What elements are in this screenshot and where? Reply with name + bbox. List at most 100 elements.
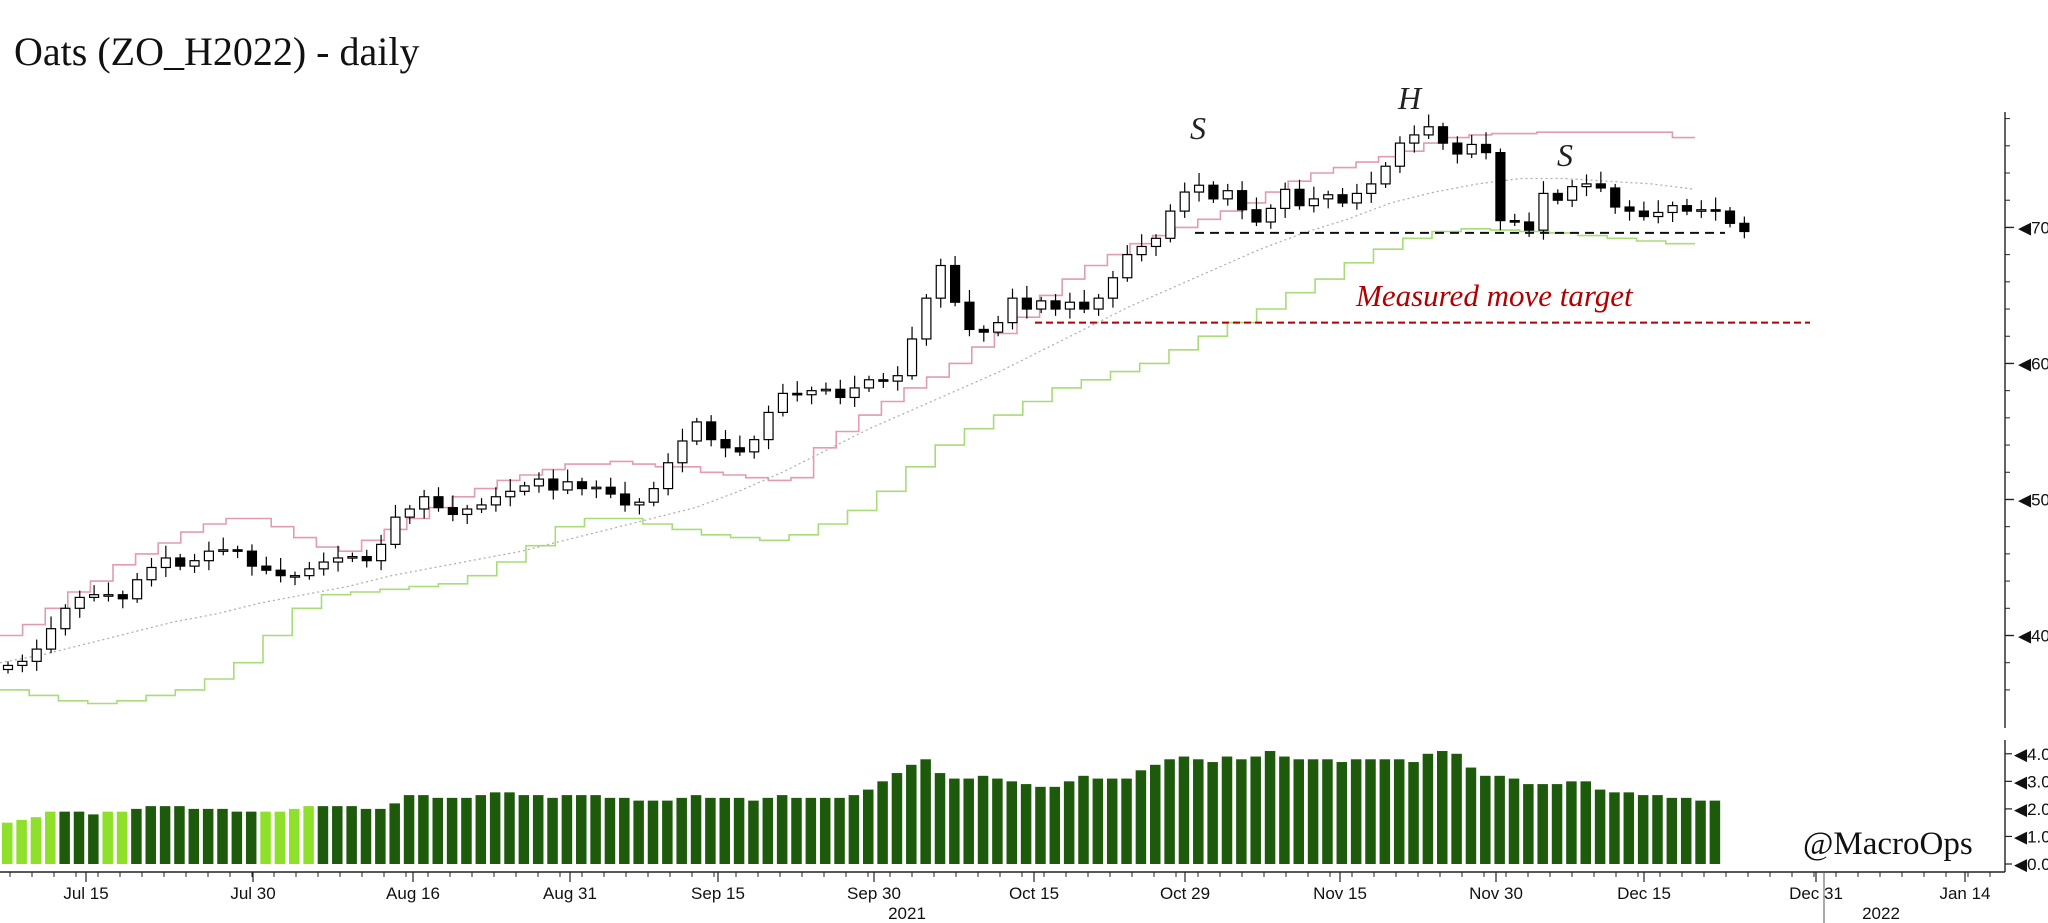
volume-bar [461, 797, 472, 864]
candle-body-down [175, 557, 186, 567]
volume-bar [1408, 762, 1419, 864]
volume-bar [1508, 778, 1520, 864]
candle-body-up [634, 501, 645, 506]
candle-body-up [1107, 277, 1119, 299]
volume-bar [1465, 767, 1477, 864]
candle-body-up [863, 379, 875, 389]
time-tick-label: Jul 30 [230, 884, 275, 903]
candle-body-up [103, 594, 114, 597]
candle-body-down [1480, 143, 1492, 154]
candle-body-up [935, 264, 946, 299]
volume-bar [1049, 786, 1061, 864]
year-label-2021: 2021 [888, 904, 926, 923]
volume-bar [303, 806, 314, 864]
candle-body-up [1036, 300, 1047, 310]
candle [562, 469, 573, 495]
candle-body-up [146, 566, 157, 581]
volume-bar [317, 806, 329, 864]
volume-bar [1350, 759, 1362, 864]
candle [1739, 216, 1750, 239]
candle-body-down [1595, 183, 1606, 189]
candle-body-down [1509, 220, 1520, 223]
volume-bar [346, 806, 357, 864]
candle [146, 557, 157, 587]
candle-body-up [1423, 126, 1434, 136]
candle [1079, 289, 1090, 314]
candle [103, 582, 114, 602]
candle-body-down [605, 486, 616, 495]
candle-body-down [1437, 126, 1449, 144]
chart-title: Oats (ZO_H2022) - daily [14, 29, 420, 74]
volume-bar [1178, 756, 1190, 864]
candle-body-down [1710, 209, 1721, 212]
candle-body-up [1308, 198, 1319, 207]
volume-bar [776, 795, 788, 864]
candle-body-up [820, 388, 832, 392]
candle-body-down [1294, 188, 1305, 207]
candle-body-up [218, 549, 229, 552]
candle [1036, 296, 1047, 314]
candle-body-up [562, 481, 573, 491]
volume-tick-label: ◀0.00 [2014, 855, 2048, 874]
candle-body-up [1667, 205, 1678, 214]
candle [1480, 132, 1492, 160]
candle [949, 255, 961, 307]
candle-body-down [1681, 205, 1693, 212]
volume-bar [1666, 797, 1678, 864]
volume-bar [1035, 786, 1046, 864]
candle-body-up [1007, 297, 1018, 324]
time-tick-label: Jan 14 [1939, 884, 1990, 903]
candle-body-up [1696, 209, 1707, 212]
volume-bar [1164, 759, 1175, 864]
volume-bar [834, 797, 845, 864]
volume-bar [690, 795, 702, 864]
candle-body-up [404, 508, 415, 518]
volume-bar [748, 800, 759, 864]
candle [1236, 181, 1248, 220]
volume-bar [360, 808, 372, 864]
volume-bar [1322, 759, 1333, 864]
time-tick-label: Nov 15 [1313, 884, 1367, 903]
volume-bar [676, 797, 687, 864]
volume-bar [1422, 753, 1434, 864]
lower-band-line [0, 228, 1695, 705]
candle-body-down [1610, 187, 1621, 208]
candle-body-up [1122, 254, 1133, 279]
bands-layer [0, 131, 1696, 705]
candle [1308, 186, 1319, 213]
candle-body-up [1409, 134, 1420, 144]
candle [792, 381, 803, 402]
candle [1495, 148, 1506, 231]
candle-body-down [949, 264, 961, 303]
volume-bar [1494, 775, 1505, 864]
candle-body-up [533, 478, 545, 487]
candle [993, 315, 1004, 337]
candle [1021, 285, 1032, 319]
volume-tick-label: ◀4.00 [2014, 745, 2048, 764]
candle-body-up [993, 322, 1004, 333]
candle-body-down [1624, 206, 1635, 212]
candle [1509, 213, 1520, 227]
candle [203, 541, 214, 571]
candle [1351, 183, 1363, 210]
candle-body-down [1021, 297, 1032, 310]
candle-body-up [289, 575, 301, 578]
volume-bar [1523, 784, 1534, 864]
candle-body-down [792, 392, 803, 396]
candle [160, 545, 171, 578]
volume-bar [1336, 762, 1348, 864]
candle-body-down [232, 549, 243, 552]
candle [275, 557, 286, 583]
candle [835, 379, 846, 405]
volume-bar [1580, 781, 1591, 864]
candle [2, 661, 14, 674]
volume-tick-label: ◀3.00 [2014, 772, 2048, 791]
candle [390, 504, 401, 549]
candle [806, 386, 817, 405]
volume-bar [1092, 778, 1104, 864]
candle [1064, 292, 1076, 319]
candle [1696, 200, 1707, 218]
volume-bar [906, 764, 917, 864]
year-label-2022: 2022 [1862, 904, 1900, 923]
volume-bar [1695, 800, 1706, 864]
